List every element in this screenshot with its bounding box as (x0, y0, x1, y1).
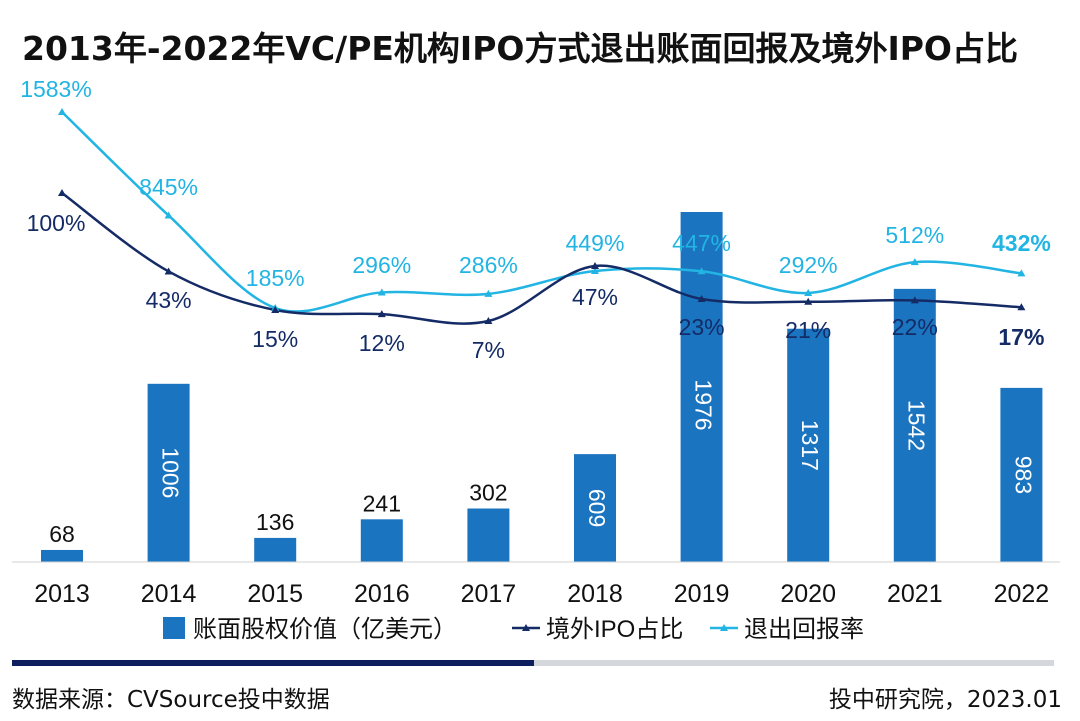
return-label-2022: 432% (992, 230, 1051, 256)
legend-label-share: 境外IPO占比 (546, 616, 683, 643)
share-marker-2016 (377, 310, 386, 318)
credit-note: 投中研究院，2023.01 (828, 687, 1062, 713)
bar-label-2019: 1976 (691, 379, 717, 430)
return-label-2019: 447% (672, 230, 731, 256)
return-label-2015: 185% (246, 265, 305, 291)
return-rate-line (61, 111, 1022, 313)
x-tick-2019: 2019 (674, 580, 730, 608)
bar-label-2014: 1006 (158, 447, 184, 498)
footer-divider-light (534, 660, 1054, 666)
return-marker-2022 (1017, 269, 1026, 277)
bar-2018 (574, 454, 616, 562)
legend-label-return: 退出回报率 (744, 616, 864, 643)
x-tick-2020: 2020 (780, 580, 836, 608)
chart-title: 2013年-2022年VC/PE机构IPO方式退出账面回报及境外IPO占比 (22, 29, 1018, 68)
bar-2021 (893, 288, 936, 562)
legend-marker-return (720, 624, 728, 631)
share-marker-2020 (804, 297, 813, 305)
footer-divider-dark (12, 660, 534, 666)
x-tick-2016: 2016 (354, 580, 410, 608)
return-marker-2018 (591, 266, 599, 274)
return-marker-2021 (910, 258, 919, 266)
bar-2013 (41, 549, 83, 562)
share-label-2015: 15% (252, 326, 298, 352)
share-label-2019: 23% (679, 314, 725, 340)
legend: 账面股权价值（亿美元） 境外IPO占比 退出回报率 (163, 616, 864, 643)
bar-2020 (787, 328, 830, 562)
share-marker-2021 (910, 296, 919, 304)
x-tick-2015: 2015 (247, 580, 303, 608)
return-label-2016: 296% (352, 252, 411, 278)
share-marker-2014 (164, 267, 173, 275)
return-label-2021: 512% (885, 222, 944, 248)
return-label-2017: 286% (459, 252, 518, 278)
return-label-2018: 449% (566, 230, 625, 256)
ipo-share-line (61, 191, 1022, 325)
share-label-2016: 12% (359, 330, 405, 356)
share-marker-2019 (697, 294, 706, 302)
share-label-2017: 7% (472, 337, 505, 363)
share-label-2013: 100% (27, 210, 86, 236)
share-label-2018: 47% (572, 284, 618, 310)
return-marker-2016 (377, 288, 386, 296)
bar-label-2016: 241 (363, 490, 401, 516)
share-label-2020: 21% (785, 317, 831, 343)
return-marker-2020 (804, 288, 813, 296)
x-axis-ticks: 2013 2014 2015 2016 2017 2018 2019 2020 2021 2022 (12, 561, 1060, 608)
share-label-2022: 17% (998, 324, 1044, 350)
bar-2022 (1000, 387, 1043, 562)
legend-marker-share (522, 624, 530, 631)
share-label-2014: 43% (146, 287, 192, 313)
return-marker-2014 (164, 211, 173, 219)
x-tick-2014: 2014 (141, 580, 197, 608)
share-marker-2018 (591, 261, 599, 269)
share-label-2021: 22% (892, 314, 938, 340)
bar-label-2017: 302 (469, 480, 507, 506)
chart: 68 1006 136 241 302 609 1976 1317 1542 983 1583% 8… (12, 76, 1060, 643)
bar-2017 (467, 508, 510, 562)
return-label-2020: 292% (779, 252, 838, 278)
share-marker-2017 (484, 317, 493, 324)
x-tick-2013: 2013 (34, 580, 90, 608)
x-tick-2018: 2018 (567, 580, 623, 608)
bar-2014 (147, 383, 190, 562)
bar-label-2021: 1542 (904, 400, 930, 451)
bar-label-2020: 1317 (797, 420, 823, 471)
return-marker-2013 (58, 108, 66, 115)
legend-swatch-bar (163, 617, 185, 639)
line-series: 1583% 845% 185% 296% 286% 449% 447% 292% 512% 432… (20, 76, 1051, 363)
bar-2016 (360, 519, 403, 562)
bar-label-2022: 983 (1010, 456, 1036, 494)
bar-labels: 68 1006 136 241 302 609 1976 1317 1542 983 (49, 379, 1036, 547)
bar-label-2018: 609 (584, 489, 610, 527)
return-label-2014: 845% (139, 174, 198, 200)
share-marker-2022 (1017, 303, 1026, 311)
source-note: 数据来源：CVSource投中数据 (12, 687, 330, 713)
share-marker-2013 (58, 189, 66, 196)
return-label-2013: 1583% (20, 76, 92, 102)
share-marker-2015 (271, 305, 280, 313)
return-marker-2019 (697, 267, 706, 275)
bar-series (41, 212, 1043, 562)
bar-label-2015: 136 (256, 509, 294, 535)
bar-2015 (254, 537, 297, 562)
x-tick-2022: 2022 (994, 580, 1050, 608)
x-tick-2017: 2017 (461, 580, 517, 608)
legend-label-bar: 账面股权价值（亿美元） (193, 616, 457, 643)
bar-label-2013: 68 (49, 521, 75, 547)
return-marker-2017 (484, 289, 493, 297)
x-tick-2021: 2021 (887, 580, 943, 608)
